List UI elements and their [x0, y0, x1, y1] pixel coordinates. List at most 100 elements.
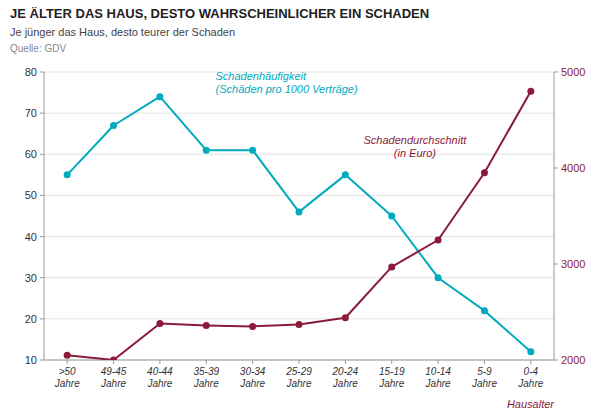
- y-tick-label: 70: [25, 107, 37, 119]
- point: [481, 169, 488, 176]
- x-tick-label: 35-39Jahre: [193, 366, 220, 389]
- point: [388, 263, 395, 270]
- x-tick: [391, 360, 392, 364]
- point: [342, 171, 349, 178]
- y2-tick: [554, 360, 558, 361]
- y-tick: [40, 277, 44, 278]
- text-line: 30-34: [240, 366, 266, 377]
- source: Quelle: GDV: [10, 43, 66, 54]
- axes: 10203040506070802000300040005000>50Jahre…: [25, 66, 586, 389]
- grid-line: [44, 236, 554, 237]
- title: JE ÄLTER DAS HAUS, DESTO WAHRSCHEINLICHE…: [10, 6, 429, 21]
- x-tick-label: 15-19Jahre: [378, 366, 405, 389]
- x-tick-label: 25-29Jahre: [285, 366, 312, 389]
- text-line: Jahre: [517, 378, 543, 389]
- point: [249, 323, 256, 330]
- y2-tick-label: 5000: [561, 66, 585, 78]
- text-line: 49-45: [101, 366, 127, 377]
- text-line: (in Euro): [394, 147, 437, 159]
- point: [156, 93, 163, 100]
- point: [342, 314, 349, 321]
- text-line: Jahre: [54, 378, 80, 389]
- point: [203, 322, 210, 329]
- point: [156, 320, 163, 327]
- point: [527, 88, 534, 95]
- y-tick: [40, 195, 44, 196]
- text-line: Jahre: [146, 378, 172, 389]
- y-tick: [40, 72, 44, 73]
- x-tick-label: 49-45Jahre: [100, 366, 127, 389]
- point: [481, 307, 488, 314]
- point: [435, 237, 442, 244]
- y2-tick: [554, 72, 558, 73]
- point: [203, 147, 210, 154]
- y2-tick-label: 3000: [561, 258, 585, 270]
- text-line: 20-24: [332, 366, 359, 377]
- x-tick: [299, 360, 300, 364]
- x-tick: [252, 360, 253, 364]
- y-axis-line: [44, 72, 45, 360]
- point: [435, 274, 442, 281]
- point: [296, 321, 303, 328]
- y-tick: [40, 236, 44, 237]
- point: [249, 147, 256, 154]
- text-line: >50: [59, 366, 76, 377]
- x-tick-label: 20-24Jahre: [332, 366, 359, 389]
- chart: JE ÄLTER DAS HAUS, DESTO WAHRSCHEINLICHE…: [0, 0, 606, 416]
- y-tick: [40, 360, 44, 361]
- x-tick: [206, 360, 207, 364]
- y-tick-label: 50: [25, 189, 37, 201]
- text-line: Jahre: [471, 378, 497, 389]
- y-tick-label: 60: [25, 148, 37, 160]
- text-line: Jahre: [193, 378, 219, 389]
- y-tick-label: 20: [25, 313, 37, 325]
- text-line: Jahre: [332, 378, 358, 389]
- x-tick-label: 5-9Jahre: [471, 366, 497, 389]
- series-line: [67, 91, 531, 360]
- y-tick: [40, 113, 44, 114]
- point: [110, 357, 117, 361]
- point: [110, 122, 117, 129]
- x-tick: [484, 360, 485, 364]
- x-axis-label: Hausalter: [507, 398, 555, 410]
- x-tick: [530, 360, 531, 364]
- x-tick: [67, 360, 68, 364]
- series-label: Schadendurchschnitt(in Euro): [364, 134, 468, 159]
- grid-line: [44, 195, 554, 196]
- text-line: Jahre: [425, 378, 451, 389]
- text-line: 5-9: [477, 366, 492, 377]
- grid-line: [44, 154, 554, 155]
- text-line: Schadendurchschnitt: [364, 134, 468, 146]
- y-tick: [40, 318, 44, 319]
- text-line: (Schäden pro 1000 Verträge): [216, 83, 358, 95]
- text-line: Jahre: [100, 378, 126, 389]
- x-tick-label: 10-14Jahre: [425, 366, 452, 389]
- y2-tick-label: 2000: [561, 354, 585, 366]
- text-line: 40-44: [147, 366, 173, 377]
- point: [388, 213, 395, 220]
- text-line: Schadenhäufigkeit: [216, 70, 307, 82]
- text-line: Jahre: [285, 378, 311, 389]
- grid-line: [44, 113, 554, 114]
- text-line: 15-19: [379, 366, 405, 377]
- x-tick-label: 40-44Jahre: [146, 366, 173, 389]
- text-line: 10-14: [425, 366, 451, 377]
- grid-line: [44, 318, 554, 319]
- text-line: 35-39: [193, 366, 219, 377]
- y2-tick: [554, 264, 558, 265]
- x-tick: [345, 360, 346, 364]
- series-line: [67, 97, 531, 352]
- y-tick-label: 80: [25, 66, 37, 78]
- point: [64, 171, 71, 178]
- y-tick-label: 30: [25, 272, 37, 284]
- plot-area: [64, 88, 535, 360]
- y2-axis-line: [554, 72, 555, 360]
- text-line: Jahre: [378, 378, 404, 389]
- x-tick-label: >50Jahre: [54, 366, 80, 389]
- x-tick: [159, 360, 160, 364]
- x-tick-label: 30-34Jahre: [239, 366, 266, 389]
- subtitle: Je jünger das Haus, desto teurer der Sch…: [10, 26, 235, 38]
- text-line: 25-29: [285, 366, 312, 377]
- x-tick: [438, 360, 439, 364]
- x-tick: [113, 360, 114, 364]
